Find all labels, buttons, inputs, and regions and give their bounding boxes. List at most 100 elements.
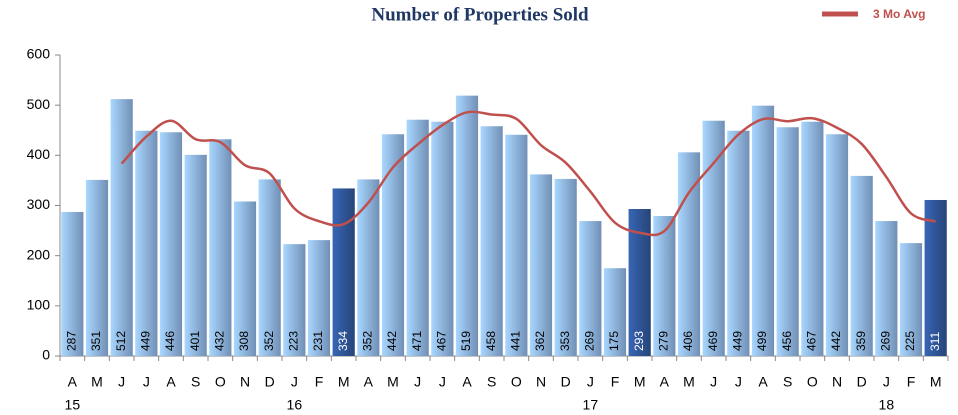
bar [579, 221, 602, 356]
x-year-label: 16 [287, 397, 303, 413]
bar [307, 240, 331, 356]
x-tick-label: A [660, 374, 670, 390]
y-tick-label: 400 [27, 146, 51, 162]
bar [233, 201, 257, 356]
x-year-label: 18 [879, 397, 895, 413]
x-tick-label: A [462, 374, 472, 390]
bar [505, 134, 528, 356]
bar [776, 127, 799, 357]
x-tick-label: A [758, 374, 768, 390]
x-tick-label: J [291, 374, 298, 390]
x-tick-label: S [191, 374, 200, 390]
bar [283, 244, 306, 356]
bar [110, 99, 133, 356]
x-tick-label: O [807, 374, 818, 390]
x-tick-label: O [215, 374, 226, 390]
bar-value-label: 432 [213, 331, 227, 351]
x-tick-label: J [143, 374, 150, 390]
bar-value-label: 269 [583, 331, 597, 351]
x-tick-label: M [387, 374, 399, 390]
x-tick-label: D [857, 374, 867, 390]
x-tick-label: M [634, 374, 646, 390]
bar-value-label: 441 [509, 331, 523, 351]
x-tick-label: J [883, 374, 890, 390]
bar-value-label: 351 [89, 331, 103, 351]
bar [431, 121, 454, 356]
bar [209, 139, 232, 356]
bar-value-label: 308 [237, 331, 251, 351]
bar-value-label: 449 [731, 331, 745, 351]
x-tick-label: M [930, 374, 942, 390]
y-tick-label: 600 [27, 46, 51, 62]
y-tick-label: 200 [27, 246, 51, 262]
y-tick-label: 0 [42, 347, 50, 363]
x-tick-label: O [511, 374, 522, 390]
bar-value-label: 449 [139, 331, 153, 351]
x-tick-label: D [561, 374, 571, 390]
x-tick-label: N [536, 374, 546, 390]
bar [85, 179, 109, 356]
bar-value-label: 442 [385, 331, 399, 351]
bar [653, 216, 676, 356]
x-tick-label: N [240, 374, 250, 390]
y-tick-label: 500 [27, 96, 51, 112]
average-line [120, 110, 937, 237]
x-tick-label: D [265, 374, 275, 390]
bar-value-label: 223 [287, 331, 301, 351]
x-tick-label: J [414, 374, 421, 390]
x-tick-label: J [587, 374, 594, 390]
bar [381, 134, 405, 356]
bar-value-label: 269 [879, 331, 893, 351]
x-year-label: 17 [583, 397, 599, 413]
x-tick-label: M [338, 374, 350, 390]
x-year-label: 15 [65, 397, 81, 413]
x-tick-label: A [68, 374, 78, 390]
x-tick-label: F [611, 374, 620, 390]
bar-value-label: 467 [805, 331, 819, 351]
x-tick-label: A [166, 374, 176, 390]
bar [801, 121, 824, 356]
bar-value-label: 456 [780, 331, 794, 351]
bar-value-label: 499 [755, 331, 769, 351]
bar-value-label: 231 [311, 331, 325, 351]
bar [258, 179, 281, 356]
x-tick-label: J [735, 374, 742, 390]
bar-value-label: 311 [928, 332, 942, 351]
chart-title: Number of Properties Sold [371, 4, 589, 25]
bar-value-label: 352 [262, 331, 276, 351]
y-tick-label: 300 [27, 196, 51, 212]
legend-label: 3 Mo Avg [873, 7, 925, 21]
bar-value-label: 175 [607, 331, 621, 351]
bar-value-label: 353 [558, 331, 572, 351]
bar [850, 175, 873, 356]
x-tick-label: F [315, 374, 324, 390]
bar [159, 132, 183, 356]
bar [357, 179, 380, 356]
bar-value-label: 406 [681, 331, 695, 351]
x-tick-label: S [783, 374, 792, 390]
bar-value-label: 519 [459, 331, 473, 351]
bar [61, 212, 84, 356]
bar-value-label: 225 [903, 331, 917, 351]
bar [135, 130, 158, 356]
x-tick-label: M [683, 374, 695, 390]
bar-value-label: 359 [854, 331, 868, 351]
bar [875, 221, 898, 356]
x-tick-label: F [907, 374, 916, 390]
bar [727, 130, 750, 356]
bar-value-label: 471 [410, 331, 424, 351]
bar [924, 199, 947, 356]
x-tick-label: J [118, 374, 125, 390]
bar-value-label: 446 [163, 331, 177, 351]
x-tick-label: S [487, 374, 496, 390]
bar-value-label: 279 [657, 331, 671, 351]
bar [332, 188, 355, 356]
bar [825, 134, 849, 356]
bar-value-label: 512 [114, 331, 128, 351]
bar [406, 119, 429, 356]
bar [554, 178, 577, 356]
bar [603, 268, 627, 356]
bar [184, 154, 207, 356]
y-tick-label: 100 [27, 297, 51, 313]
bar [899, 243, 923, 356]
